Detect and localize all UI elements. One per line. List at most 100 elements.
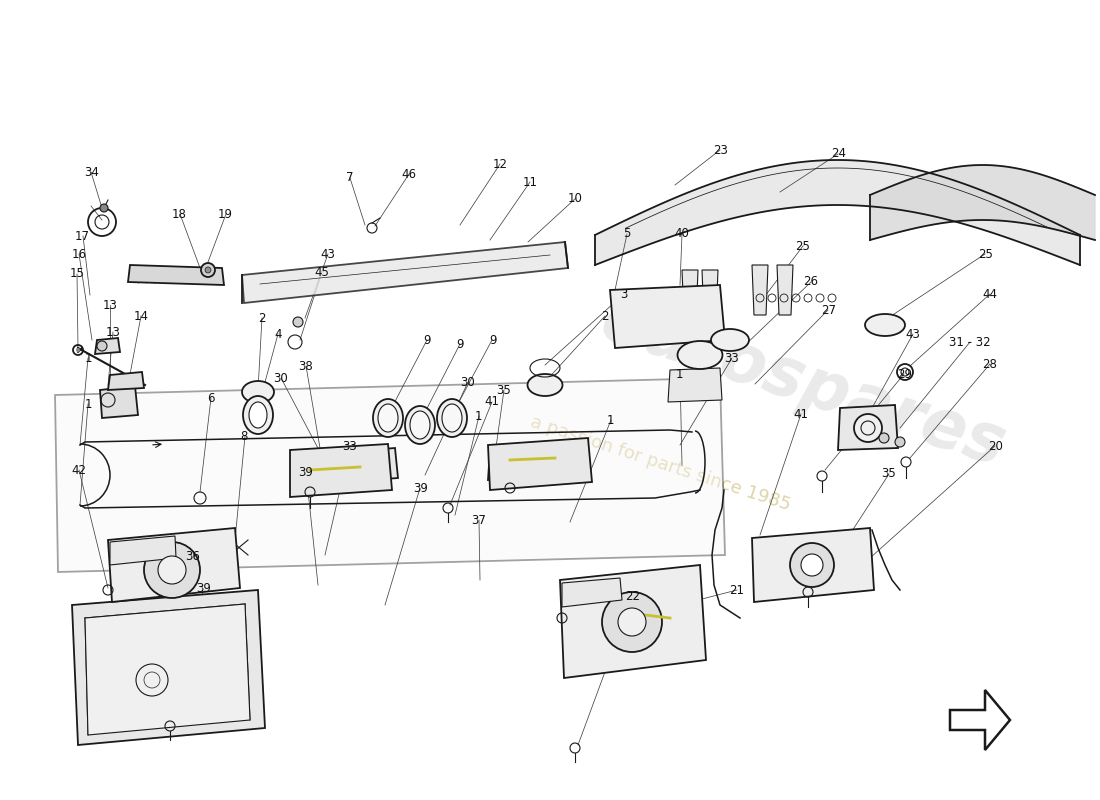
Text: 6: 6 xyxy=(208,392,214,405)
Text: 22: 22 xyxy=(625,590,640,602)
Ellipse shape xyxy=(865,314,905,336)
Ellipse shape xyxy=(711,329,749,351)
Circle shape xyxy=(790,543,834,587)
Text: 30: 30 xyxy=(273,372,288,385)
Text: 45: 45 xyxy=(315,266,330,278)
Ellipse shape xyxy=(242,381,274,403)
Text: 1: 1 xyxy=(607,414,614,426)
Polygon shape xyxy=(488,443,582,480)
Polygon shape xyxy=(55,378,725,572)
Text: 16: 16 xyxy=(72,248,87,261)
Polygon shape xyxy=(562,578,622,607)
Ellipse shape xyxy=(373,399,403,437)
Text: 10: 10 xyxy=(568,192,583,205)
Text: 43: 43 xyxy=(905,328,921,341)
Polygon shape xyxy=(95,338,120,354)
Polygon shape xyxy=(100,386,138,418)
Text: 28: 28 xyxy=(982,358,998,370)
Polygon shape xyxy=(950,690,1010,750)
Text: 4: 4 xyxy=(275,328,282,341)
Text: 1: 1 xyxy=(85,352,91,365)
Circle shape xyxy=(201,263,214,277)
Text: 37: 37 xyxy=(471,514,486,526)
Polygon shape xyxy=(290,444,392,497)
Polygon shape xyxy=(702,270,718,320)
Text: 29: 29 xyxy=(896,368,912,381)
Polygon shape xyxy=(488,438,592,490)
Text: 42: 42 xyxy=(72,464,87,477)
Text: 26: 26 xyxy=(803,275,818,288)
Text: 46: 46 xyxy=(402,168,417,181)
Text: 39: 39 xyxy=(412,482,428,494)
Polygon shape xyxy=(242,242,568,303)
Text: 13: 13 xyxy=(106,326,121,338)
Text: 21: 21 xyxy=(729,584,745,597)
Text: 17: 17 xyxy=(75,230,90,242)
Polygon shape xyxy=(752,265,768,315)
Polygon shape xyxy=(838,405,898,450)
Text: 25: 25 xyxy=(978,248,993,261)
Text: 9: 9 xyxy=(424,334,430,346)
Text: 24: 24 xyxy=(830,147,846,160)
Text: 9: 9 xyxy=(456,338,463,350)
Circle shape xyxy=(895,437,905,447)
Circle shape xyxy=(293,317,303,327)
Circle shape xyxy=(602,592,662,652)
Text: 1: 1 xyxy=(676,368,683,381)
Text: 14: 14 xyxy=(133,310,148,322)
Text: 39: 39 xyxy=(298,466,314,478)
Circle shape xyxy=(158,556,186,584)
Polygon shape xyxy=(108,372,144,390)
Text: 20: 20 xyxy=(988,440,1003,453)
Text: 41: 41 xyxy=(484,395,499,408)
Ellipse shape xyxy=(249,402,267,428)
Text: 1: 1 xyxy=(85,398,91,410)
Text: 13: 13 xyxy=(102,299,118,312)
Circle shape xyxy=(97,341,107,351)
Circle shape xyxy=(879,433,889,443)
Polygon shape xyxy=(110,536,176,565)
Ellipse shape xyxy=(678,341,723,369)
Text: 27: 27 xyxy=(821,304,836,317)
Text: 41: 41 xyxy=(793,408,808,421)
Text: 35: 35 xyxy=(496,384,512,397)
Text: 7: 7 xyxy=(346,171,353,184)
Text: 40: 40 xyxy=(674,227,690,240)
Text: 1: 1 xyxy=(475,410,482,422)
Text: 19: 19 xyxy=(218,208,233,221)
Ellipse shape xyxy=(437,399,468,437)
Text: 12: 12 xyxy=(493,158,508,170)
Polygon shape xyxy=(128,265,224,285)
Polygon shape xyxy=(777,265,793,315)
Polygon shape xyxy=(308,448,398,485)
Polygon shape xyxy=(85,604,250,735)
Text: 33: 33 xyxy=(724,352,739,365)
Ellipse shape xyxy=(442,404,462,432)
Polygon shape xyxy=(108,528,240,602)
Circle shape xyxy=(76,348,80,352)
Circle shape xyxy=(144,542,200,598)
Text: 34: 34 xyxy=(84,166,99,178)
Text: 5: 5 xyxy=(624,227,630,240)
Text: 18: 18 xyxy=(172,208,187,221)
Text: eurospares: eurospares xyxy=(593,287,1013,481)
Polygon shape xyxy=(870,165,1094,240)
Ellipse shape xyxy=(378,404,398,432)
Text: 25: 25 xyxy=(795,240,811,253)
Polygon shape xyxy=(668,368,722,402)
Text: 3: 3 xyxy=(620,288,627,301)
Text: 33: 33 xyxy=(342,440,358,453)
Text: 38: 38 xyxy=(298,360,314,373)
Text: 39: 39 xyxy=(196,582,211,594)
Ellipse shape xyxy=(405,406,435,444)
Circle shape xyxy=(854,414,882,442)
Text: 30: 30 xyxy=(460,376,475,389)
Text: 8: 8 xyxy=(241,430,248,442)
Polygon shape xyxy=(595,160,1080,265)
Text: 43: 43 xyxy=(320,248,336,261)
Text: 11: 11 xyxy=(522,176,538,189)
Polygon shape xyxy=(72,590,265,745)
Polygon shape xyxy=(682,270,698,320)
Text: 15: 15 xyxy=(69,267,85,280)
Text: 2: 2 xyxy=(258,312,265,325)
